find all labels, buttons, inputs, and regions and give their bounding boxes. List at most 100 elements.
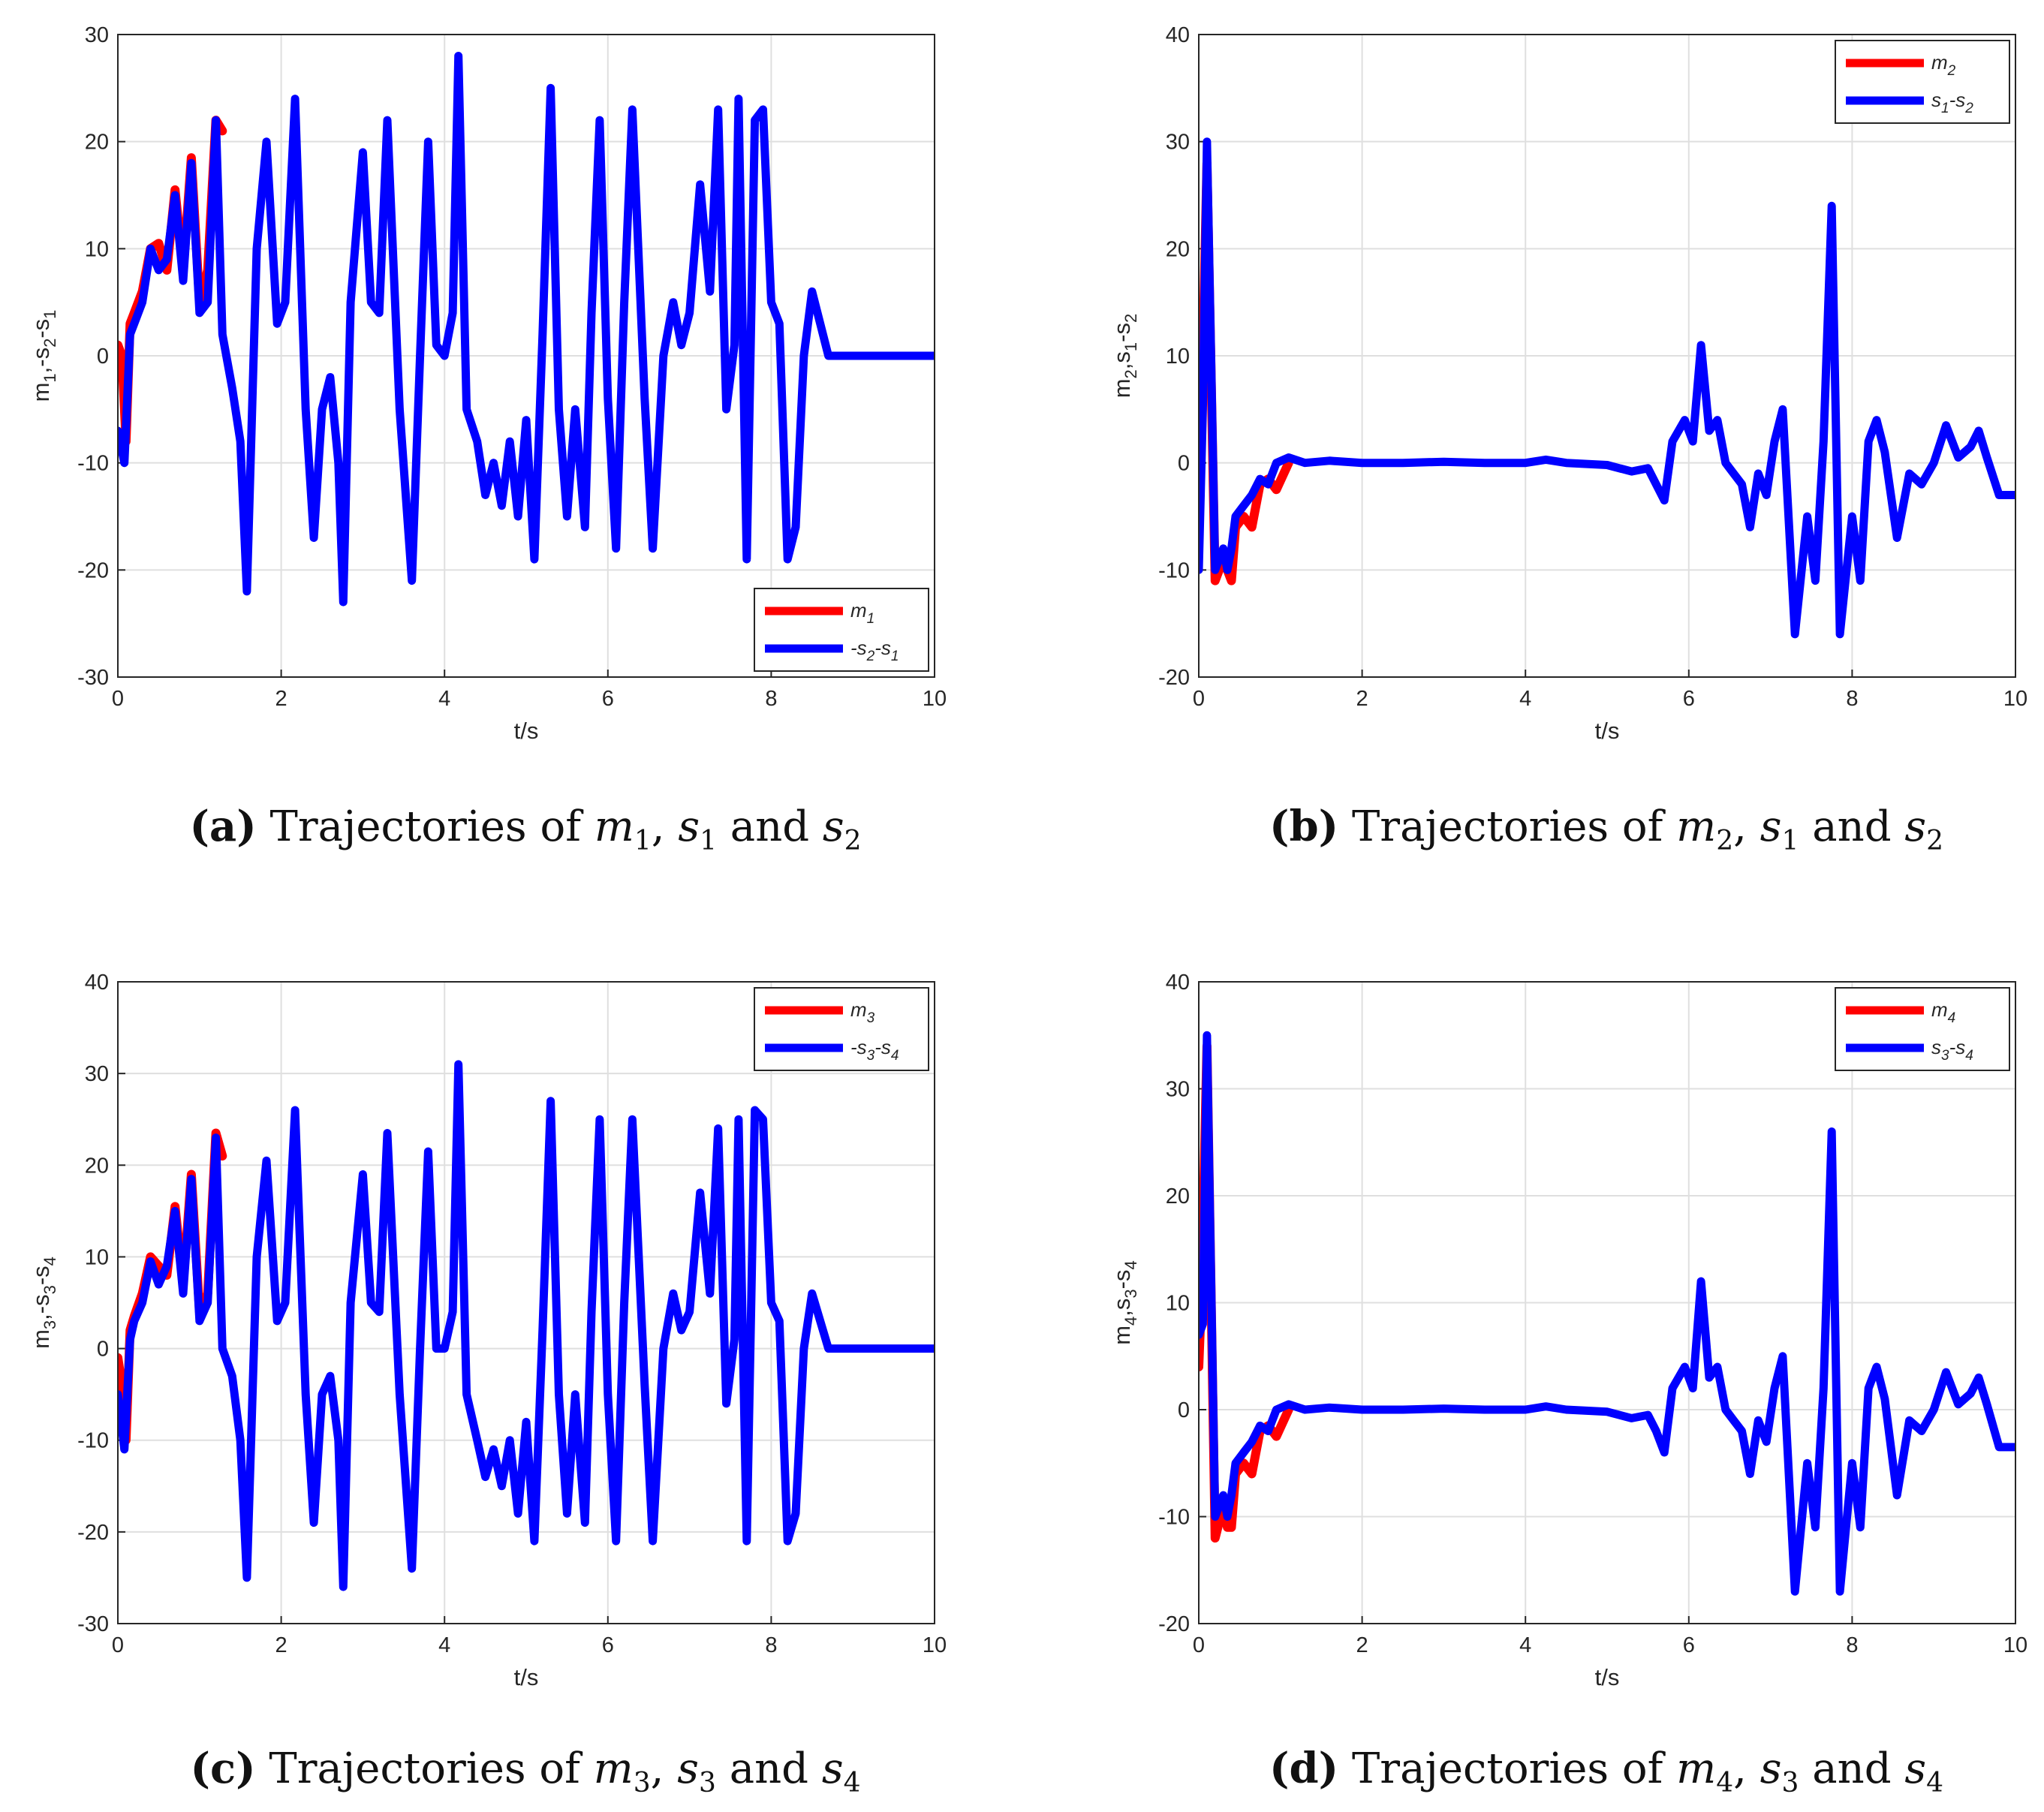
caption-sub: 2 [1716, 826, 1733, 856]
caption-sub: 1 [634, 826, 652, 856]
legend-text: -s [874, 1036, 891, 1058]
caption: (c) Trajectories of m3, s3 and s4 [191, 1744, 861, 1798]
caption-var: s [1904, 1744, 1926, 1793]
caption-sub: 3 [634, 1768, 651, 1798]
y-label-sub: 2 [1121, 369, 1140, 378]
y-axis-label: m2,s1-s2 [1109, 314, 1140, 399]
legend-box [754, 588, 929, 672]
y-tick-label: 0 [97, 1338, 109, 1362]
chart-panel-d: 0 2 4 6 8 10-20-10010203040t/sm4,s3-s4m4s3-s4… [1109, 971, 2027, 1798]
legend-sub: 1 [867, 611, 875, 627]
y-tick-label: 30 [1166, 1078, 1190, 1102]
x-tick-label: 4 [438, 1633, 450, 1657]
legend-text: m [1931, 51, 1948, 74]
caption-text: , [651, 1744, 678, 1793]
legend-text: s [1931, 89, 1941, 111]
y-tick-label: -30 [77, 666, 109, 690]
caption-var: m [594, 1744, 634, 1793]
caption-text: , [652, 802, 679, 851]
y-tick-label: -10 [77, 1429, 109, 1453]
legend-entry: m2 [1931, 51, 1956, 79]
x-axis-label: t/s [1595, 718, 1620, 744]
y-label-part: m [1109, 1326, 1135, 1345]
plot-frame [117, 981, 935, 1624]
x-tick-label: 6 [1683, 1633, 1695, 1657]
y-tick-label: -10 [1158, 1506, 1190, 1530]
caption-letter: (b) [1269, 802, 1338, 851]
legend-text: -s [850, 637, 867, 659]
caption-sub: 1 [700, 826, 717, 856]
caption-text: Trajectories of [1338, 1744, 1676, 1793]
y-tick-label: 30 [85, 1062, 109, 1086]
legend: m3-s3-s4 [754, 987, 929, 1071]
y-axis-label: m3,-s3-s4 [28, 1257, 59, 1349]
x-axis-label: t/s [514, 718, 539, 744]
legend-text: -s [850, 1036, 867, 1058]
caption-sub: 4 [844, 1768, 861, 1798]
caption-sub: 1 [1782, 826, 1799, 856]
x-tick-label: 4 [438, 687, 450, 711]
caption-text: Trajectories of [257, 802, 595, 851]
x-tick-label: 0 [1193, 1633, 1205, 1657]
caption-text: and [1799, 802, 1904, 851]
y-tick-label: 20 [85, 1154, 109, 1178]
y-tick-label: 30 [85, 23, 109, 47]
caption: (a) Trajectories of m1, s1 and s2 [189, 802, 861, 856]
caption-var: s [677, 1744, 699, 1793]
legend-box [1835, 987, 2010, 1071]
legend-sub: 4 [1948, 1010, 1956, 1026]
legend-sub: 3 [867, 1010, 875, 1026]
y-axis-label: m1,-s2-s1 [28, 310, 59, 402]
legend-sub: 1 [891, 649, 899, 664]
caption-letter: (c) [191, 1744, 256, 1793]
y-label-part: ,s [1109, 1299, 1135, 1317]
legend-sub: 2 [1947, 63, 1956, 79]
caption-var: s [1904, 802, 1926, 851]
x-axis-label: t/s [514, 1664, 539, 1690]
legend-text: -s [874, 637, 891, 659]
x-tick-label: 6 [602, 687, 614, 711]
x-tick-label: 6 [602, 1633, 614, 1657]
y-tick-label: 40 [1166, 971, 1190, 995]
legend-sub: 2 [1964, 101, 1973, 116]
x-axis-label: t/s [1595, 1664, 1620, 1690]
x-tick-label: 6 [1683, 687, 1695, 711]
legend-entry: -s3-s4 [850, 1036, 899, 1064]
y-label-sub: 4 [41, 1257, 59, 1266]
caption-text: Trajectories of [256, 1744, 594, 1793]
caption-var: s [822, 1744, 844, 1793]
legend-text: s [1931, 1036, 1941, 1058]
plot-frame [1198, 981, 2016, 1624]
y-label-sub: 3 [41, 1285, 59, 1294]
y-label-sub: 1 [1121, 342, 1140, 351]
y-label-part: ,s [1109, 351, 1135, 369]
caption-text: , [1733, 802, 1760, 851]
caption-sub: 3 [1782, 1768, 1799, 1798]
caption-text: , [1733, 1744, 1760, 1793]
plot-frame [117, 34, 935, 678]
y-axis-label: m4,s3-s4 [1109, 1260, 1140, 1345]
x-tick-label: 10 [2003, 1633, 2027, 1657]
caption-var: m [595, 802, 634, 851]
y-tick-label: -10 [77, 452, 109, 476]
y-label-sub: 4 [1121, 1260, 1140, 1269]
y-tick-label: 0 [97, 345, 109, 369]
y-tick-label: 0 [1178, 1398, 1190, 1422]
y-tick-label: 20 [1166, 1184, 1190, 1209]
legend-text: m [1931, 998, 1948, 1021]
y-tick-label: 10 [85, 1245, 109, 1269]
x-tick-label: 10 [923, 687, 947, 711]
caption-var: m [1676, 802, 1716, 851]
caption-sub: 2 [1926, 826, 1943, 856]
x-tick-label: 0 [1193, 687, 1205, 711]
caption-var: s [678, 802, 700, 851]
x-tick-label: 8 [1846, 1633, 1858, 1657]
caption-var: s [1760, 1744, 1782, 1793]
legend-text: m [850, 599, 867, 622]
series-line-s [118, 1060, 935, 1591]
y-tick-label: 0 [1178, 452, 1190, 476]
y-tick-label: -10 [1158, 558, 1190, 582]
x-tick-label: 8 [1846, 687, 1858, 711]
caption: (b) Trajectories of m2, s1 and s2 [1269, 802, 1943, 856]
